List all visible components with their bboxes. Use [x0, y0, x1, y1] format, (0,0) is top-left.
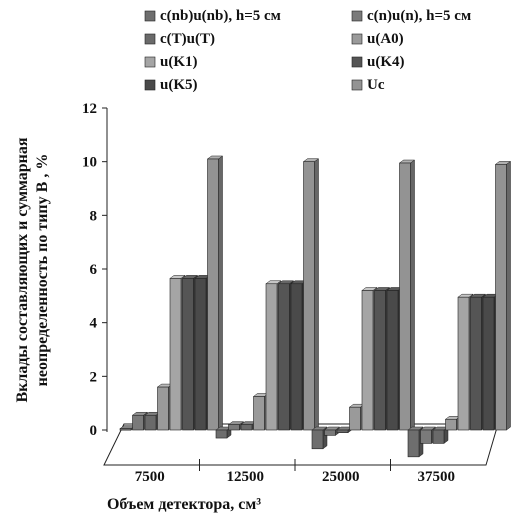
bar	[253, 396, 265, 431]
x-tick-label: 12500	[227, 469, 265, 485]
legend-label: u(A0)	[367, 31, 404, 47]
bar	[228, 424, 240, 431]
bar	[432, 429, 445, 444]
bar-side	[218, 155, 223, 431]
y-tick-label: 2	[90, 369, 98, 385]
bar	[265, 283, 278, 431]
legend-label: u(K1)	[160, 54, 198, 70]
legend-swatch	[351, 33, 363, 45]
x-axis-title: Объем детектора, см³	[107, 496, 261, 513]
y-tick-label: 4	[90, 316, 98, 332]
legend-label: c(T)u(T)	[160, 31, 215, 47]
legend-swatch	[351, 10, 363, 22]
bar	[482, 296, 495, 431]
legend-label: u(K5)	[160, 77, 198, 93]
bar	[349, 406, 361, 431]
y-tick-label: 8	[90, 208, 98, 224]
y-tick-label: 12	[82, 101, 97, 117]
legend-label: u(K4)	[367, 54, 405, 70]
legend-label: Uc	[367, 77, 385, 93]
legend-swatch	[351, 79, 363, 91]
legend-swatch	[144, 56, 156, 68]
bar	[374, 290, 386, 431]
bar	[336, 429, 349, 433]
bar	[457, 296, 470, 431]
legend-label: c(n)u(n), h=5 см	[367, 8, 471, 24]
y-axis-title: Вклады составляющих и суммарная	[14, 137, 31, 402]
bar	[303, 161, 315, 431]
x-tick-label: 37500	[418, 469, 456, 485]
bar	[182, 278, 194, 431]
bar	[207, 158, 219, 431]
bar-side	[314, 158, 319, 431]
bar	[157, 386, 169, 431]
bar	[470, 296, 482, 431]
bar-side	[506, 160, 511, 431]
bar	[445, 418, 457, 431]
bar	[399, 162, 411, 431]
legend-swatch	[351, 56, 363, 68]
legend-label: c(nb)u(nb), h=5 см	[160, 8, 281, 24]
bar	[240, 424, 253, 431]
bar	[278, 283, 290, 431]
bar	[495, 164, 507, 431]
bar	[169, 278, 182, 431]
bar	[361, 290, 374, 431]
legend-swatch	[144, 10, 156, 22]
bar	[420, 429, 432, 444]
y-axis-title: неопределенность по типу В , %	[34, 154, 51, 387]
legend-swatch	[144, 33, 156, 45]
bar	[311, 429, 324, 450]
bar	[144, 414, 157, 431]
bar	[119, 428, 132, 431]
bar	[132, 414, 144, 431]
bar	[407, 429, 420, 458]
bar	[386, 290, 399, 431]
y-tick-label: 0	[90, 423, 98, 439]
bar-side	[410, 159, 415, 431]
bar	[215, 429, 228, 439]
legend-swatch	[144, 79, 156, 91]
bar	[324, 429, 336, 436]
y-tick-label: 6	[90, 262, 98, 278]
x-tick-label: 25000	[322, 469, 360, 485]
bar	[194, 278, 207, 431]
bar	[290, 283, 303, 431]
x-tick-label: 7500	[135, 469, 165, 485]
y-tick-label: 10	[82, 155, 97, 171]
